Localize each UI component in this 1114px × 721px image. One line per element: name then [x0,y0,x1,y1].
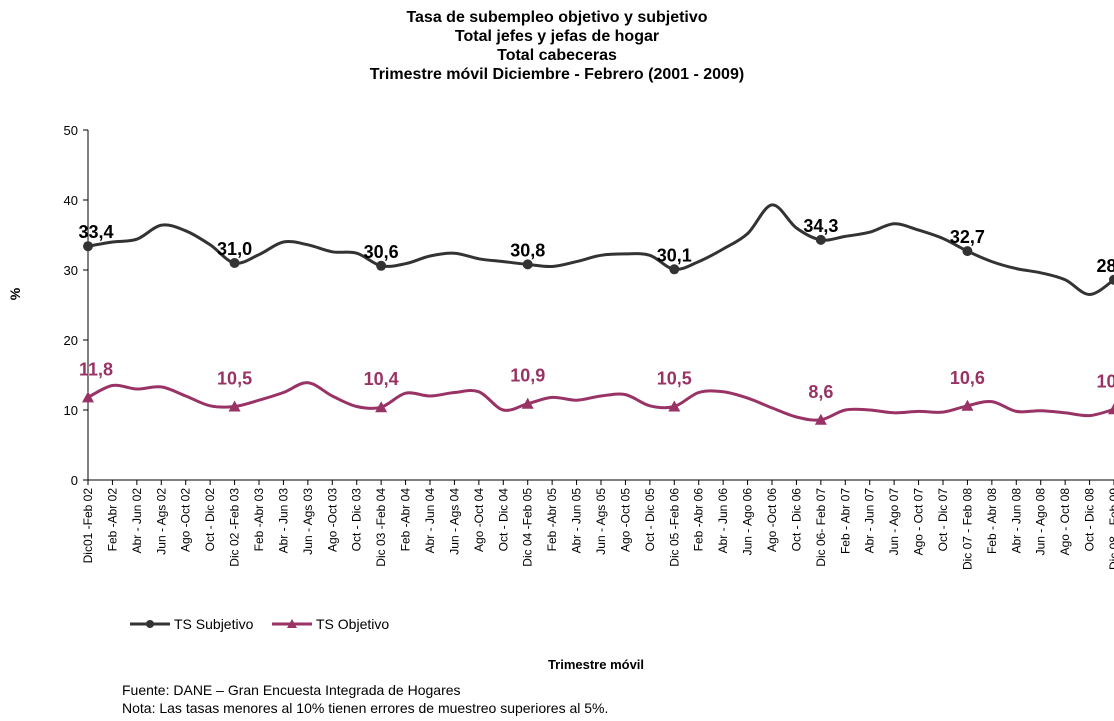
y-tick-label: 30 [64,263,78,278]
y-tick-label: 50 [64,123,78,138]
data-point-marker [522,259,533,270]
legend-label: TS Subjetivo [174,616,254,632]
x-tick-label: Feb -Abr 03 [252,488,266,552]
x-tick-label: Jun - Ags 02 [154,488,168,555]
data-label: 33,4 [78,222,113,242]
x-tick-label: Jun - Ags 03 [301,488,315,555]
x-tick-label: Dic 02 -Feb 03 [228,488,242,567]
title-line-4: Trimestre móvil Diciembre - Febrero (200… [369,66,745,83]
x-tick-label: Feb -Abr 02 [105,488,119,552]
x-tick-label: Ago -Oct 06 [765,488,779,552]
y-tick-label: 10 [64,403,78,418]
x-tick-label: Dic 06- Feb 07 [814,488,828,567]
x-tick-label: Oct - Dic 02 [203,488,217,552]
x-tick-label: Feb -Abr 05 [545,488,559,552]
x-tick-label: Jun - Ago 08 [1034,488,1048,556]
x-tick-label: Abr - Jun 03 [276,488,290,554]
x-tick-label: Feb - Abr 08 [985,488,999,554]
data-point-marker [82,391,94,403]
x-tick-label: Feb -Abr 04 [399,488,413,552]
data-point-marker [814,413,827,425]
data-point-marker [668,400,681,412]
title-line-2: Total jefes y jefas de hogar [454,28,660,45]
data-label: 31,0 [217,239,252,259]
x-tick-label: Abr - Jun 05 [570,488,584,554]
data-point-marker [521,397,534,409]
x-tick-label: Oct - Dic 04 [496,488,510,552]
data-label: 10,1 [1096,371,1114,391]
data-label: 30,1 [657,245,692,265]
data-point-marker [83,241,93,252]
data-point-marker [961,399,974,411]
data-label: 34,3 [803,216,838,236]
chart-footer: Fuente: DANE – Gran Encuesta Integrada d… [122,681,608,717]
series-line-ts-objetivo [87,381,1114,422]
data-label: 10,4 [364,369,399,389]
title-line-1: Tasa de subempleo objetivo y subjetivo [406,9,708,26]
data-point-marker [229,258,240,268]
title-line-3: Total cabeceras [497,47,617,64]
x-tick-label: Abr - Jun 07 [863,488,877,554]
x-tick-label: Ago - Oct 07 [912,488,926,556]
x-tick-label: Jun - Ags 04 [447,488,461,555]
x-tick-label: Dic 03 -Feb 04 [374,488,388,567]
data-point-marker [375,401,388,413]
x-tick-label: Oct - Dic 05 [643,488,657,552]
legend-marker [287,619,297,628]
sampling-note: Nota: Las tasas menores al 10% tienen er… [122,700,609,716]
x-tick-label: Jun - Ags 05 [594,488,608,555]
data-point-marker [1109,274,1114,285]
data-label: 10,5 [217,369,252,389]
data-label: 28,6 [1096,256,1114,276]
data-point-marker [669,264,680,275]
x-tick-label: Oct - Dic 06 [789,488,803,552]
x-tick-label: Feb -Abr 06 [692,488,706,552]
x-tick-label: Abr - Jun 08 [1009,488,1023,554]
data-point-marker [815,234,826,245]
legend-label: TS Objetivo [316,616,389,632]
data-point-marker [376,260,387,271]
legend-marker [146,620,154,628]
line-chart: % Trimestre móvil 0 10 20 30 40 50 Dic01 -Feb … [7,123,1114,672]
data-point-marker [228,400,241,412]
x-tick-label: Feb - Abr 07 [838,488,852,554]
data-label: 8,6 [808,382,833,402]
x-tick-label: Dic01 -Feb 02 [81,488,95,564]
data-label: 10,9 [510,366,545,386]
x-tick-label: Dic 04 -Feb 05 [521,488,535,567]
x-tick-label: Ago - Oct 08 [1058,488,1072,556]
y-tick-label: 20 [64,333,78,348]
x-tick-label: Ago -Oct 04 [472,488,486,552]
x-tick-label: Ago -Oct 02 [179,488,193,552]
data-label: 11,8 [79,359,113,379]
x-tick-label: Abr - Jun 04 [423,488,437,554]
x-axis-label: Trimestre móvil [548,657,644,672]
data-label: 10,5 [657,369,692,389]
x-tick-label: Dic 07 - Feb 08 [960,488,974,570]
x-tick-label: Abr - Jun 06 [716,488,730,554]
data-label: 30,8 [510,240,545,260]
y-tick-label: 0 [71,473,78,488]
x-tick-label: Abr - Jun 02 [130,488,144,554]
x-tick-label: Ago -Oct 03 [325,488,339,552]
data-label: 32,7 [950,227,985,247]
data-label: 30,6 [364,242,399,262]
x-tick-label: Oct - Dic 03 [350,488,364,552]
x-tick-label: Dic 08 - Feb 09 [1107,488,1114,570]
x-tick-label: Oct - Dic 08 [1083,488,1097,552]
y-axis-label: % [7,287,23,300]
x-tick-label: Oct - Dic 07 [936,488,950,552]
x-tick-label: Jun - Ago 07 [887,488,901,556]
x-tick-label: Dic 05 -Feb 06 [667,488,681,567]
data-point-marker [1108,403,1114,415]
series-line-ts-subjetivo [87,203,1114,297]
data-label: 10,6 [950,368,985,388]
y-tick-label: 40 [64,193,78,208]
chart-title: Tasa de subempleo objetivo y subjetivo T… [0,8,1114,84]
source-note: Fuente: DANE – Gran Encuesta Integrada d… [122,682,461,698]
data-point-marker [962,246,973,257]
x-tick-label: Ago -Oct 05 [618,488,632,552]
x-tick-label: Jun - Ago 06 [741,488,755,556]
